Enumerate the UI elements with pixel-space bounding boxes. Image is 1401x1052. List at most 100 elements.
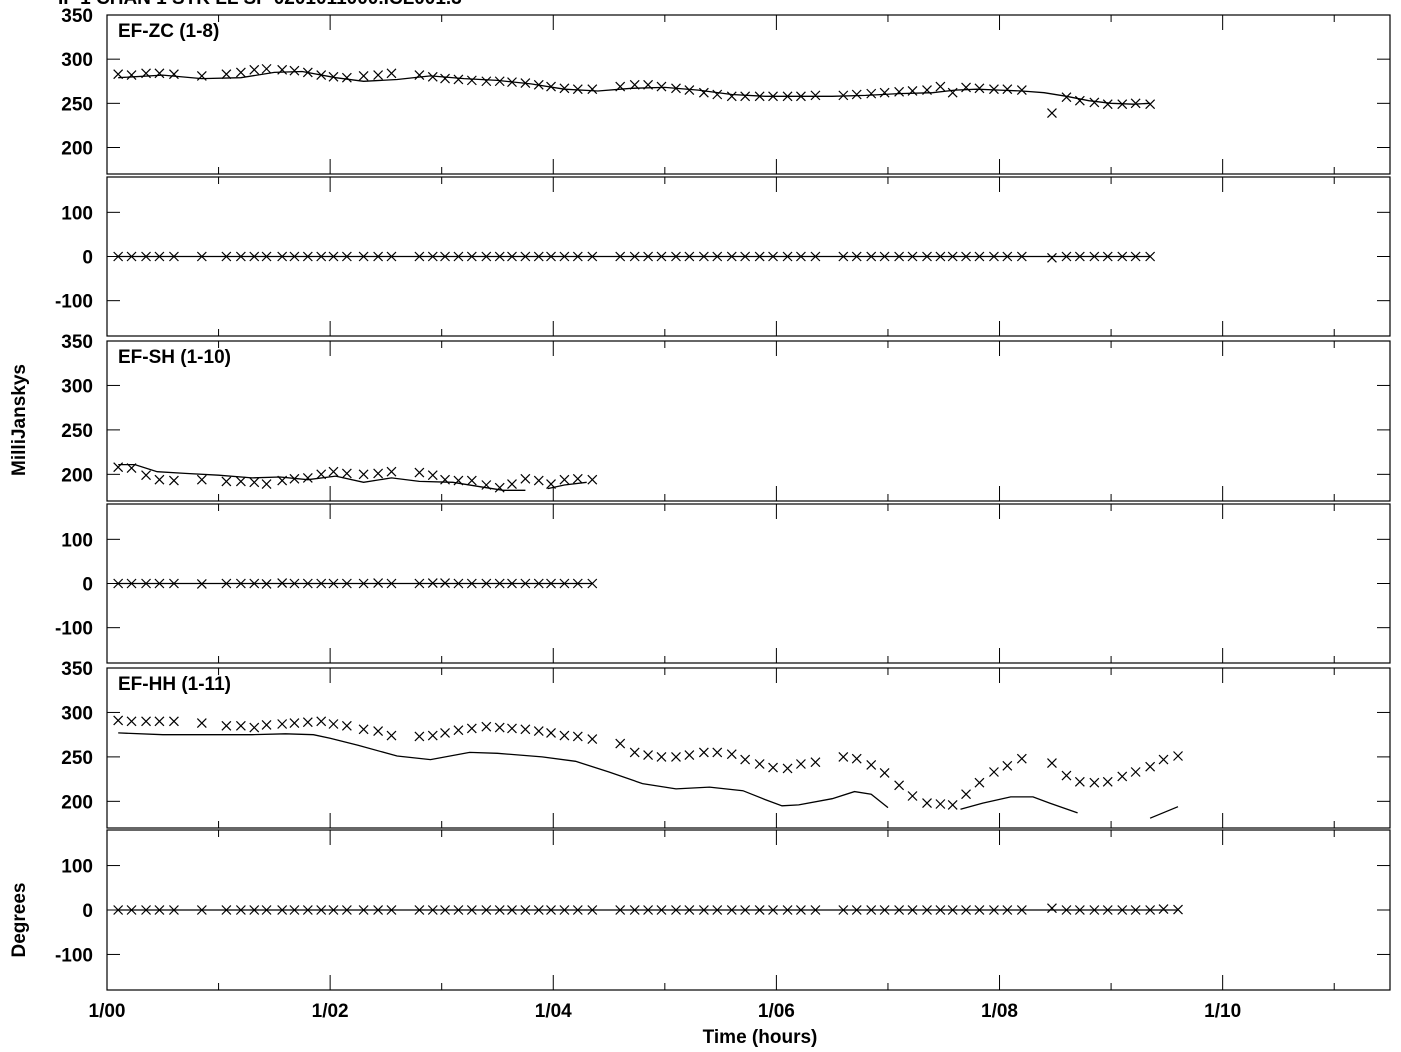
- marker-stroke: [698, 251, 709, 262]
- marker-stroke: [507, 723, 517, 734]
- amplitude-point: [533, 475, 544, 486]
- marker-stroke: [126, 70, 137, 80]
- marker-stroke: [754, 251, 765, 262]
- marker-stroke: [671, 751, 681, 762]
- amplitude-point: [615, 738, 626, 749]
- amplitude-point: [1173, 751, 1183, 761]
- amplitude-point: [907, 791, 918, 801]
- phase-point: [559, 905, 570, 915]
- phase-point: [838, 905, 849, 915]
- baseline-group: 200 250 300 350 EF-HH (1-11) -100 0 100: [55, 659, 1391, 991]
- marker-stroke: [879, 87, 890, 98]
- marker-stroke: [221, 720, 232, 731]
- marker-stroke: [1061, 251, 1072, 262]
- phase-point: [1158, 904, 1169, 915]
- marker-stroke: [507, 251, 517, 262]
- marker-stroke: [520, 473, 531, 484]
- phase-point: [1047, 903, 1057, 914]
- marker-stroke: [1117, 99, 1128, 110]
- amplitude-point: [533, 79, 544, 90]
- marker-stroke: [341, 468, 352, 479]
- marker-stroke: [277, 578, 288, 588]
- amplitude-point: [1145, 99, 1156, 110]
- marker-stroke: [261, 479, 272, 490]
- amplitude-panel: 200 250 300 350 EF-ZC (1-8): [61, 6, 1391, 175]
- marker-stroke: [277, 905, 288, 915]
- phase-y-tick-label: -100: [55, 619, 93, 640]
- amplitude-point: [546, 81, 556, 92]
- phase-point: [289, 905, 300, 915]
- marker-stroke: [221, 905, 232, 915]
- marker-stroke: [559, 83, 570, 94]
- marker-stroke: [126, 905, 137, 915]
- amplitude-point: [494, 722, 505, 733]
- phase-point: [302, 905, 313, 915]
- phase-point: [196, 905, 207, 915]
- phase-point: [726, 251, 737, 262]
- marker-stroke: [113, 905, 124, 915]
- marker-stroke: [615, 81, 626, 92]
- marker-stroke: [386, 251, 397, 262]
- x-tick-label: 1/02: [312, 1001, 349, 1022]
- y-axis-label-phase: Degrees: [9, 883, 30, 958]
- marker-stroke: [533, 475, 544, 486]
- marker-stroke: [587, 905, 598, 915]
- amplitude-point: [866, 759, 877, 770]
- marker-stroke: [520, 578, 531, 589]
- phase-point: [851, 905, 862, 915]
- marker-stroke: [427, 71, 438, 82]
- marker-stroke: [221, 476, 232, 487]
- phase-point: [1145, 251, 1156, 262]
- marker-stroke: [935, 905, 946, 915]
- phase-point: [261, 579, 272, 589]
- phase-point: [1102, 251, 1113, 262]
- phase-point: [358, 251, 369, 262]
- marker-stroke: [922, 798, 932, 809]
- phase-y-tick-label: 100: [61, 857, 93, 878]
- phase-y-tick-label: -100: [55, 945, 93, 966]
- marker-stroke: [494, 722, 505, 733]
- marker-stroke: [907, 251, 918, 262]
- marker-stroke: [249, 722, 260, 733]
- amplitude-point: [235, 67, 246, 78]
- amplitude-point: [440, 73, 450, 84]
- amplitude-point: [894, 86, 905, 97]
- phase-point: [629, 905, 640, 915]
- marker-stroke: [1074, 95, 1085, 106]
- amplitude-point: [782, 763, 793, 774]
- phase-point: [922, 251, 932, 262]
- amplitude-point: [740, 91, 751, 102]
- marker-stroke: [796, 91, 806, 102]
- amplitude-point: [684, 750, 695, 761]
- amplitude-point: [698, 87, 709, 98]
- marker-stroke: [386, 466, 397, 477]
- marker-stroke: [453, 475, 464, 486]
- marker-stroke: [587, 251, 598, 262]
- marker-stroke: [1074, 776, 1085, 787]
- marker-stroke: [1145, 761, 1156, 772]
- amplitude-point: [572, 731, 583, 742]
- amplitude-point: [851, 753, 862, 764]
- marker-stroke: [453, 725, 464, 736]
- amplitude-point: [302, 67, 313, 78]
- amplitude-point: [113, 715, 124, 726]
- phase-point: [520, 251, 531, 262]
- marker-stroke: [221, 578, 232, 589]
- marker-stroke: [629, 905, 640, 915]
- amplitude-y-tick-label: 200: [61, 465, 93, 486]
- amplitude-y-tick-label: 200: [61, 792, 93, 813]
- marker-stroke: [1002, 905, 1013, 915]
- marker-stroke: [328, 578, 339, 589]
- marker-stroke: [169, 475, 179, 486]
- amplitude-point: [1074, 776, 1085, 787]
- marker-stroke: [656, 81, 667, 92]
- marker-stroke: [740, 754, 751, 765]
- marker-stroke: [507, 77, 517, 88]
- marker-stroke: [316, 905, 327, 915]
- marker-stroke: [373, 468, 384, 479]
- marker-stroke: [1002, 760, 1013, 771]
- phase-point: [989, 905, 999, 915]
- amplitude-point: [358, 469, 369, 480]
- marker-stroke: [851, 251, 862, 262]
- marker-stroke: [481, 251, 492, 262]
